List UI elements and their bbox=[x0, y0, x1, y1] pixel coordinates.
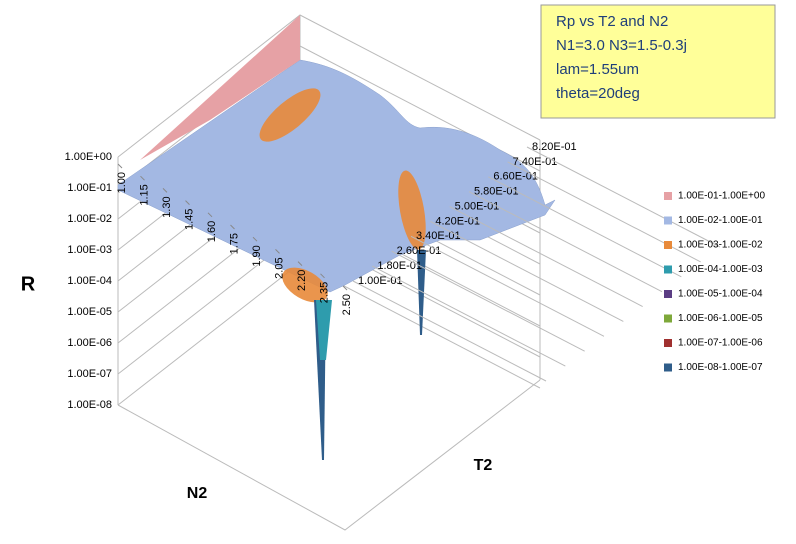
legend-label: 1.00E-01-1.00E+00 bbox=[678, 191, 765, 202]
z-tick-label: 1.00E-04 bbox=[67, 275, 112, 287]
tick-mark bbox=[185, 200, 190, 205]
legend-label: 1.00E-04-1.00E-03 bbox=[678, 264, 763, 275]
z-tick-label: 1.00E-03 bbox=[67, 244, 112, 256]
legend-label: 1.00E-06-1.00E-05 bbox=[678, 313, 763, 324]
y-tick-label: 2.60E-01 bbox=[397, 245, 442, 257]
y-tick-label: 7.40E-01 bbox=[513, 156, 558, 168]
tick-mark bbox=[320, 273, 325, 279]
legend-swatch bbox=[664, 363, 672, 372]
title-line: theta=20deg bbox=[556, 85, 640, 102]
x-tick-label: 1.60 bbox=[206, 221, 218, 242]
tick-mark bbox=[162, 188, 168, 193]
x-tick-label: 1.15 bbox=[138, 184, 150, 205]
grid-line bbox=[352, 280, 547, 382]
legend-swatch bbox=[664, 314, 672, 323]
x-tick-label: 1.00 bbox=[116, 172, 128, 193]
x-tick-label: 2.05 bbox=[273, 257, 285, 278]
floor-edge bbox=[117, 379, 541, 531]
tick-mark bbox=[207, 212, 213, 218]
surface bbox=[117, 15, 556, 460]
tick-mark bbox=[297, 261, 303, 266]
y-axis-title: T2 bbox=[474, 457, 493, 474]
x-tick-label: 1.75 bbox=[228, 233, 240, 254]
grid-line bbox=[468, 191, 663, 293]
grid-line bbox=[449, 206, 643, 307]
tick-mark bbox=[140, 175, 145, 181]
y-tick-label: 6.60E-01 bbox=[493, 171, 538, 183]
legend-swatch bbox=[664, 290, 672, 298]
surface-band bbox=[282, 267, 328, 303]
grid-line bbox=[488, 176, 682, 278]
surface-sheet bbox=[117, 59, 556, 293]
surface-band bbox=[259, 88, 321, 142]
x-tick-label: 1.45 bbox=[183, 209, 195, 230]
y-tick-label: 5.80E-01 bbox=[474, 186, 519, 198]
z-tick-label: 1.00E-07 bbox=[67, 368, 112, 380]
grid-line bbox=[410, 235, 605, 337]
legend-swatch bbox=[664, 339, 672, 347]
surface-band bbox=[140, 15, 300, 160]
surface-band bbox=[398, 170, 426, 250]
legend-label: 1.00E-02-1.00E-01 bbox=[678, 215, 763, 226]
z-tick-label: 1.00E-02 bbox=[67, 213, 112, 225]
y-tick-label: 3.40E-01 bbox=[416, 230, 461, 242]
grid-line bbox=[526, 146, 721, 248]
legend-swatch bbox=[664, 241, 672, 249]
y-tick-label: 1.00E-01 bbox=[358, 275, 403, 287]
z-tick-label: 1.00E-06 bbox=[67, 337, 112, 349]
z-axis-title: R bbox=[21, 273, 36, 295]
z-tick-label: 1.00E-08 bbox=[67, 399, 112, 411]
y-tick-label: 1.80E-01 bbox=[377, 260, 422, 272]
y-tick-label: 5.00E-01 bbox=[455, 200, 500, 212]
legend-label: 1.00E-03-1.00E-02 bbox=[678, 240, 763, 251]
grid-line bbox=[430, 221, 624, 322]
legend-label: 1.00E-07-1.00E-06 bbox=[678, 338, 763, 349]
title-box bbox=[540, 4, 776, 119]
tick-mark bbox=[275, 249, 280, 254]
title-line: Rp vs T2 and N2 bbox=[556, 13, 668, 30]
surface-spike bbox=[417, 250, 426, 335]
legend-swatch bbox=[664, 192, 672, 200]
x-axis-title: N2 bbox=[187, 485, 208, 502]
legend-swatch bbox=[664, 265, 672, 274]
grid-line bbox=[372, 265, 566, 367]
legend-swatch bbox=[664, 216, 672, 225]
z-tick-label: 1.00E-05 bbox=[67, 306, 112, 318]
title-line: lam=1.55um bbox=[556, 61, 639, 78]
tick-mark bbox=[117, 163, 123, 169]
tick-mark bbox=[230, 224, 235, 230]
legend-label: 1.00E-08-1.00E-07 bbox=[678, 362, 763, 373]
x-tick-label: 2.20 bbox=[296, 270, 308, 291]
x-tick-label: 2.35 bbox=[318, 282, 330, 303]
x-tick-label: 1.30 bbox=[161, 196, 173, 217]
title-line: N1=3.0 N3=1.5-0.3j bbox=[556, 37, 687, 54]
z-tick-label: 1.00E-01 bbox=[67, 182, 112, 194]
legend-label: 1.00E-05-1.00E-04 bbox=[678, 289, 763, 300]
x-tick-label: 1.90 bbox=[251, 245, 263, 266]
y-tick-label: 8.20E-01 bbox=[532, 141, 577, 153]
surface-spike bbox=[316, 300, 332, 360]
grid-line bbox=[391, 250, 585, 352]
tick-mark bbox=[252, 236, 258, 242]
tick-mark bbox=[342, 285, 348, 291]
x-tick-label: 2.50 bbox=[341, 294, 353, 315]
z-tick-label: 1.00E+00 bbox=[65, 151, 112, 163]
y-tick-label: 4.20E-01 bbox=[435, 215, 480, 227]
